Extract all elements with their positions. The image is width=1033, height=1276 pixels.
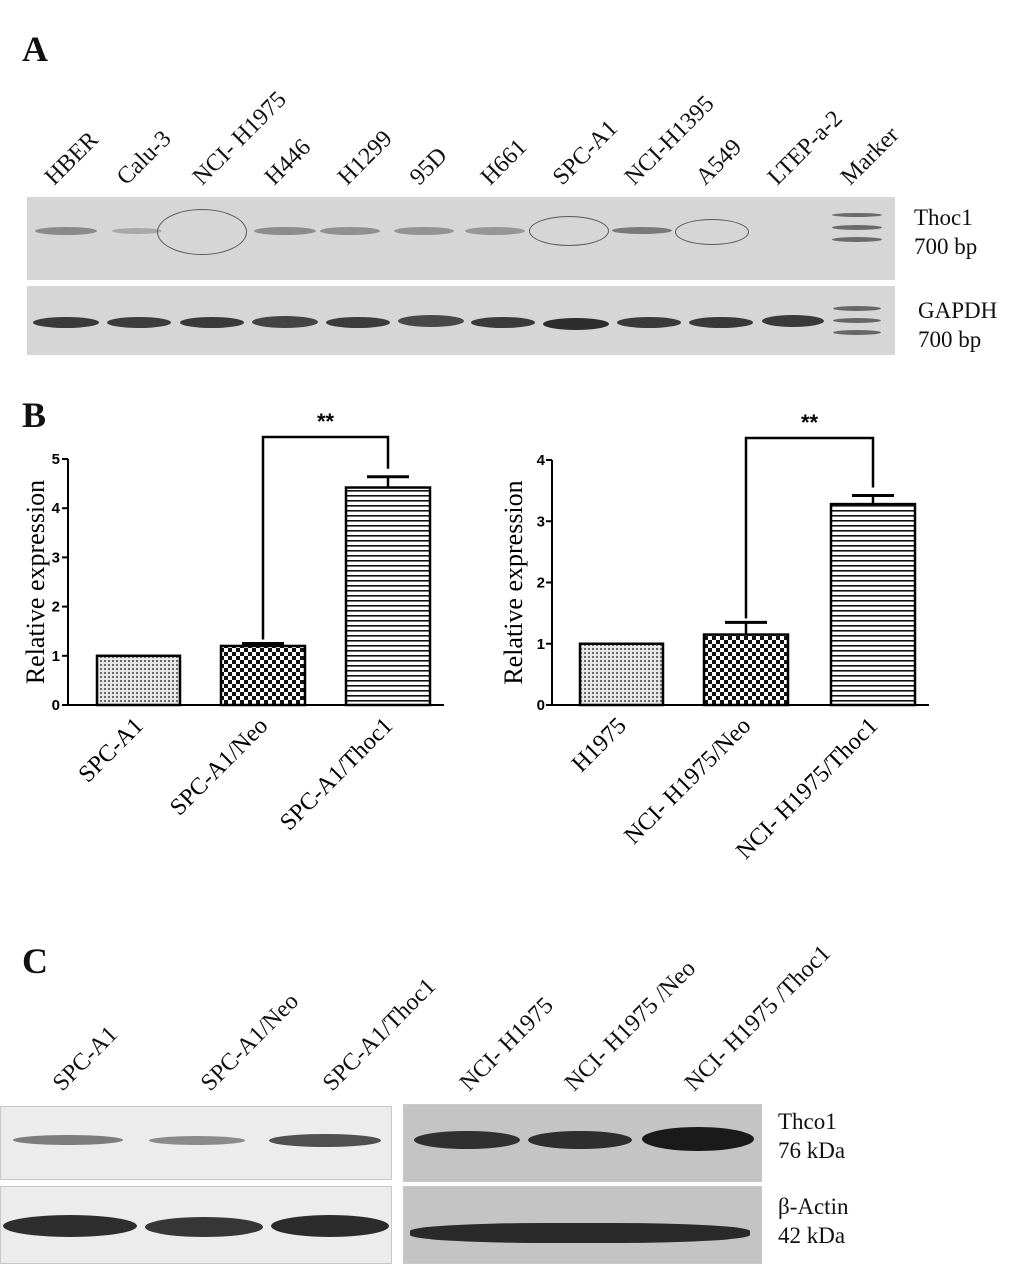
y-tick-label-0-3: 3 <box>52 549 60 566</box>
actin-blot-right <box>403 1186 762 1264</box>
lane-c-label-5: NCI- H1975 /Thoc1 <box>680 940 837 1097</box>
thoc1-gel <box>27 197 895 280</box>
y-tick-label-0-1: 1 <box>52 648 60 665</box>
category-label-0-2: SPC-A1/Thoc1 <box>275 713 398 836</box>
category-label-1-2: NCI- H1975/Thoc1 <box>731 713 883 865</box>
significance-label-0: ** <box>317 409 335 434</box>
category-label-1-1: NCI- H1975/Neo <box>620 713 757 850</box>
y-axis-label-1: Relative expression <box>499 480 528 684</box>
lane-a-label-3: H446 <box>260 134 317 191</box>
y-tick-label-0-2: 2 <box>52 599 60 616</box>
circle-nci-h1975 <box>157 209 247 255</box>
actin-label: β-Actin 42 kDa <box>778 1194 849 1248</box>
y-tick-label-1-4: 4 <box>537 452 546 469</box>
gapdh-label: GAPDH 700 bp <box>918 298 998 352</box>
bar-0-1 <box>219 644 307 707</box>
y-tick-label-1-0: 0 <box>537 697 545 714</box>
lane-c-label-0: SPC-A1 <box>48 1021 123 1097</box>
significance-bracket-1 <box>744 436 875 619</box>
thoc1-label: Thoc1 700 bp <box>914 205 978 259</box>
lane-a-label-6: H661 <box>476 134 533 191</box>
lane-c-label-1: SPC-A1/Neo <box>196 988 304 1097</box>
y-tick-label-1-2: 2 <box>537 575 545 592</box>
panel-b-letter: B <box>22 395 47 435</box>
significance-label-1: ** <box>801 410 819 435</box>
gapdh-gel <box>27 286 895 355</box>
lane-a-label-0: HBER <box>40 126 104 191</box>
lane-c-label-3: NCI- H1975 <box>455 992 559 1097</box>
lane-c-label-2: SPC-A1/Thoc1 <box>318 973 442 1097</box>
bar-1-1 <box>702 633 790 707</box>
actin-blot-left <box>0 1186 392 1264</box>
panel-c-letter: C <box>22 941 48 981</box>
lane-a-label-4: H1299 <box>333 125 398 191</box>
thco1-label: Thco1 76 kDa <box>778 1109 846 1163</box>
panel-a-letter: A <box>22 29 48 69</box>
y-tick-label-0-0: 0 <box>52 697 60 714</box>
y-axis-label-0: Relative expression <box>21 480 50 684</box>
significance-bracket-0 <box>261 435 390 640</box>
bar-1-2 <box>829 502 917 707</box>
lane-a-label-7: SPC-A1 <box>548 115 623 191</box>
lane-a-label-5: 95D <box>405 142 453 191</box>
y-tick-label-1-3: 3 <box>537 513 545 530</box>
bar-1-0 <box>578 642 665 707</box>
lane-a-label-10: LTEP-a-2 <box>763 105 848 191</box>
lane-a-label-11: Marker <box>836 122 905 191</box>
category-label-0-0: SPC-A1 <box>74 713 149 788</box>
category-label-1-0: H1975 <box>567 713 632 778</box>
y-tick-label-0-5: 5 <box>52 451 60 468</box>
circle-spc-a1 <box>529 216 609 246</box>
thco1-blot-left <box>0 1106 392 1180</box>
circle-a549 <box>675 219 749 245</box>
lane-a-label-9: A549 <box>691 134 748 191</box>
category-label-0-1: SPC-A1/Neo <box>165 713 273 821</box>
bar-0-2 <box>344 486 432 707</box>
bar-0-0 <box>95 654 182 707</box>
thco1-blot-right <box>403 1104 762 1182</box>
y-tick-label-1-1: 1 <box>537 636 545 653</box>
lane-a-label-1: Calu-3 <box>112 125 177 191</box>
y-tick-label-0-4: 4 <box>52 500 61 517</box>
